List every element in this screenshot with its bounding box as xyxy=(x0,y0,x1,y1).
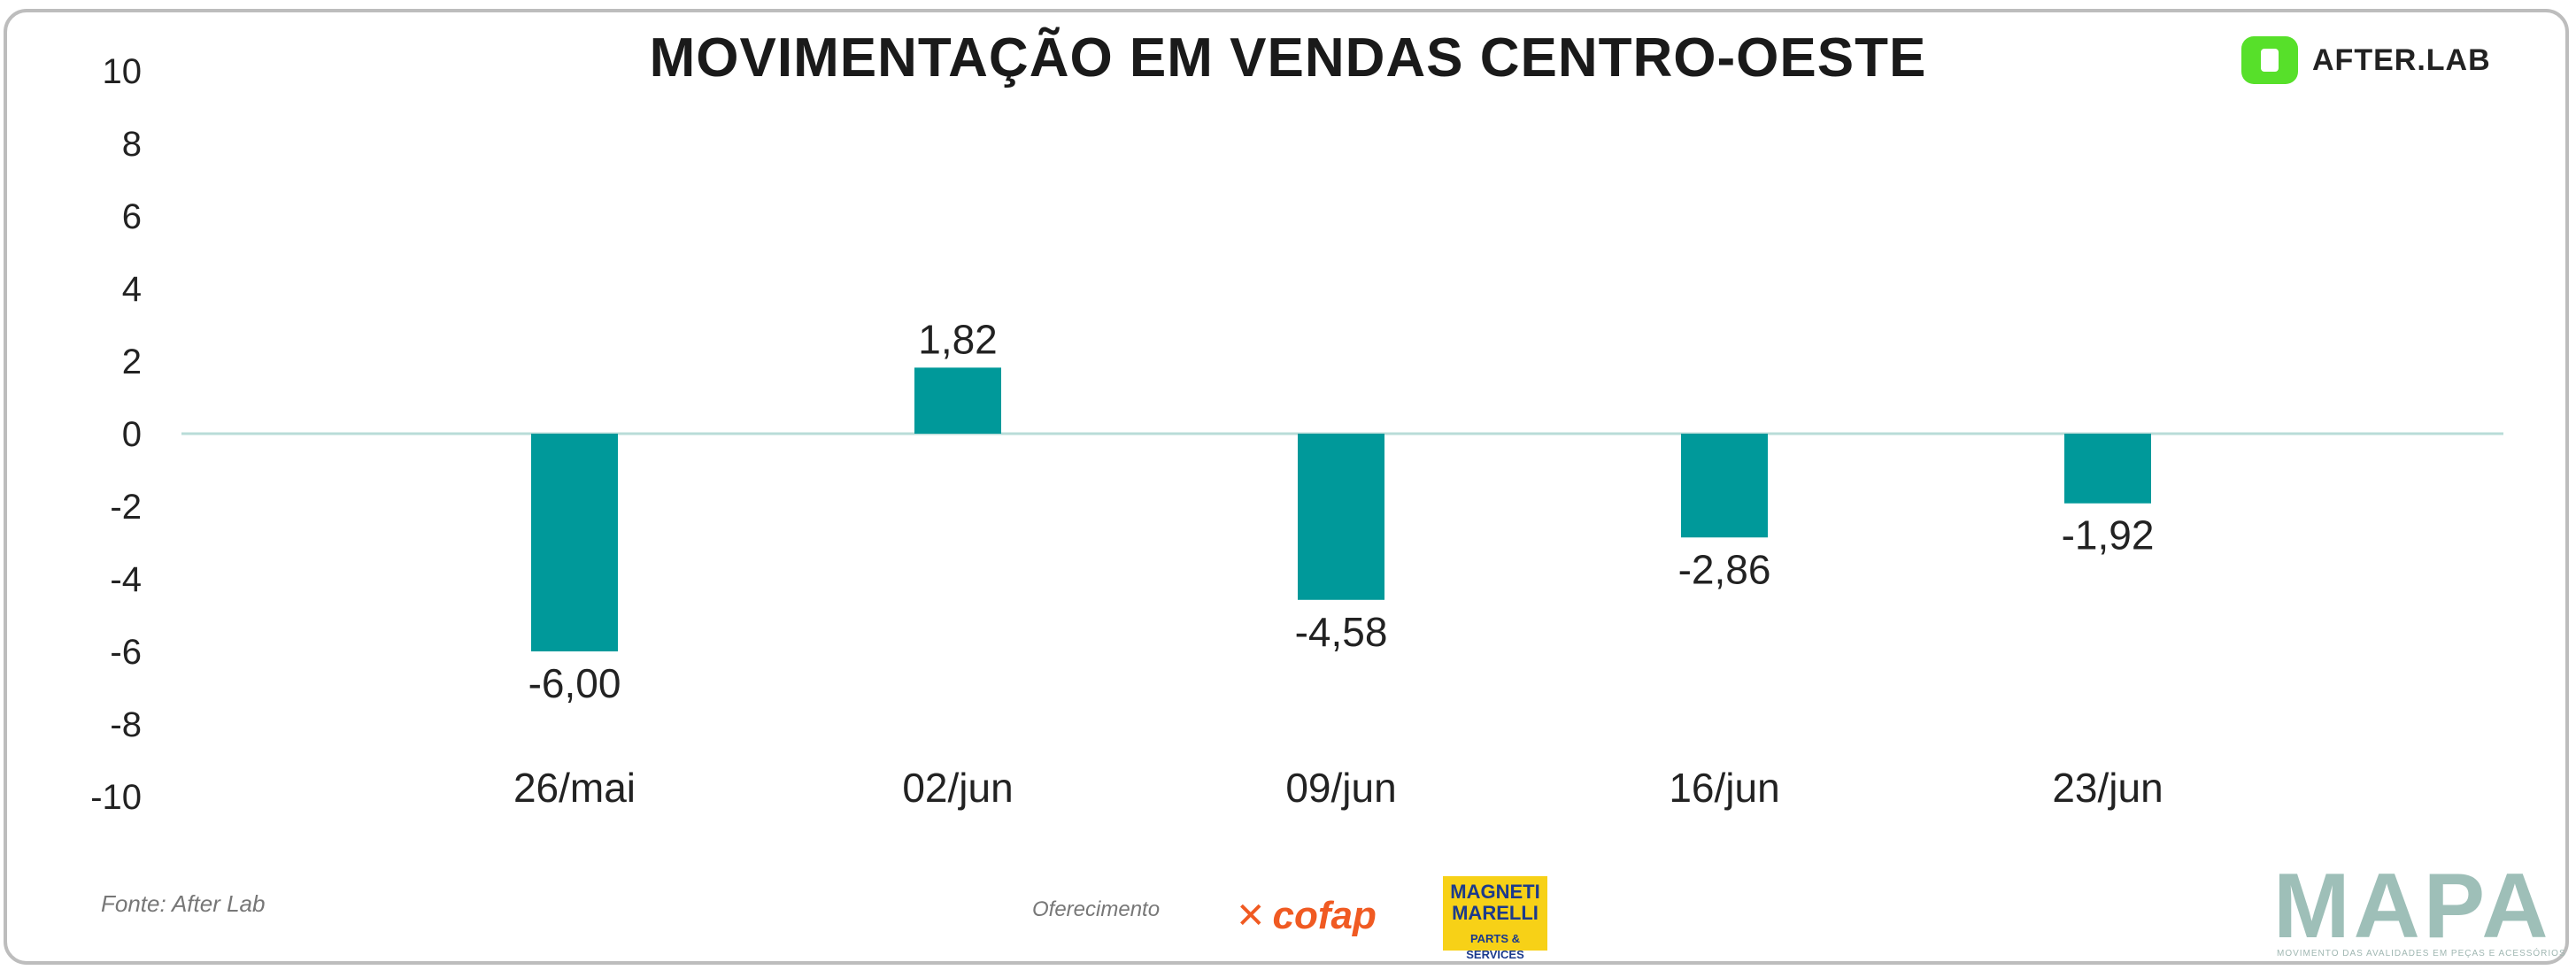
magneti-marelli-name: MAGNETI MARELLI xyxy=(1450,881,1540,924)
y-tick-label: -8 xyxy=(110,705,142,744)
bar-value-label: -4,58 xyxy=(1295,609,1388,655)
afterlab-logo: AFTER.LAB xyxy=(2241,35,2491,85)
bar xyxy=(2064,434,2151,504)
y-tick-label: 6 xyxy=(122,197,142,236)
bar xyxy=(1298,434,1384,600)
x-tick-label: 23/jun xyxy=(2052,765,2163,811)
y-tick-label: -10 xyxy=(90,778,142,817)
cofap-x-icon: ✕ xyxy=(1236,897,1266,935)
sponsor-label: Oferecimento xyxy=(1032,897,1161,921)
x-axis-labels: 26/mai 02/jun 09/jun 16/jun 23/jun xyxy=(513,765,2163,811)
afterlab-wordmark: AFTER.LAB xyxy=(2312,42,2491,77)
afterlab-logo-icon xyxy=(2241,36,2298,84)
bar xyxy=(531,434,618,651)
chart-title: MOVIMENTAÇÃO EM VENDAS CENTRO-OESTE xyxy=(649,27,1927,89)
x-tick-label: 02/jun xyxy=(902,765,1013,811)
bar-value-label: -6,00 xyxy=(528,660,621,706)
y-tick-label: -2 xyxy=(110,488,142,527)
x-tick-label: 09/jun xyxy=(1285,765,1396,811)
y-tick-label: -6 xyxy=(110,633,142,672)
y-tick-label: 2 xyxy=(122,343,142,381)
bars xyxy=(531,367,2151,651)
y-tick-label: 10 xyxy=(103,52,143,91)
mapa-logo: MAPA xyxy=(2273,855,2552,958)
x-tick-label: 16/jun xyxy=(1669,765,1779,811)
y-tick-label: -4 xyxy=(110,560,142,599)
bar-value-label: -2,86 xyxy=(1678,546,1771,592)
magneti-marelli-logo: MAGNETI MARELLI PARTS & SERVICES xyxy=(1443,876,1547,961)
bar xyxy=(914,367,1001,434)
source-note: Fonte: After Lab xyxy=(101,890,266,917)
y-tick-label: 0 xyxy=(122,415,142,454)
cofap-wordmark: cofap xyxy=(1272,894,1377,937)
bar-value-label: -1,92 xyxy=(2062,512,2155,558)
cofap-logo: ✕ cofap xyxy=(1236,894,1377,938)
magneti-marelli-tagline: PARTS & SERVICES xyxy=(1466,932,1524,961)
x-tick-label: 26/mai xyxy=(513,765,636,811)
bar xyxy=(1681,434,1768,538)
mapa-subtitle: MOVIMENTO DAS AVALIDADES EM PEÇAS E ACES… xyxy=(2277,949,2566,958)
y-axis-ticks: 10 8 6 4 2 0 -2 -4 -6 -8 -10 xyxy=(90,52,142,817)
value-labels: -6,00 1,82 -4,58 -2,86 -1,92 xyxy=(528,316,2155,706)
y-tick-label: 8 xyxy=(122,125,142,164)
y-tick-label: 4 xyxy=(122,270,142,309)
bar-value-label: 1,82 xyxy=(918,316,998,362)
